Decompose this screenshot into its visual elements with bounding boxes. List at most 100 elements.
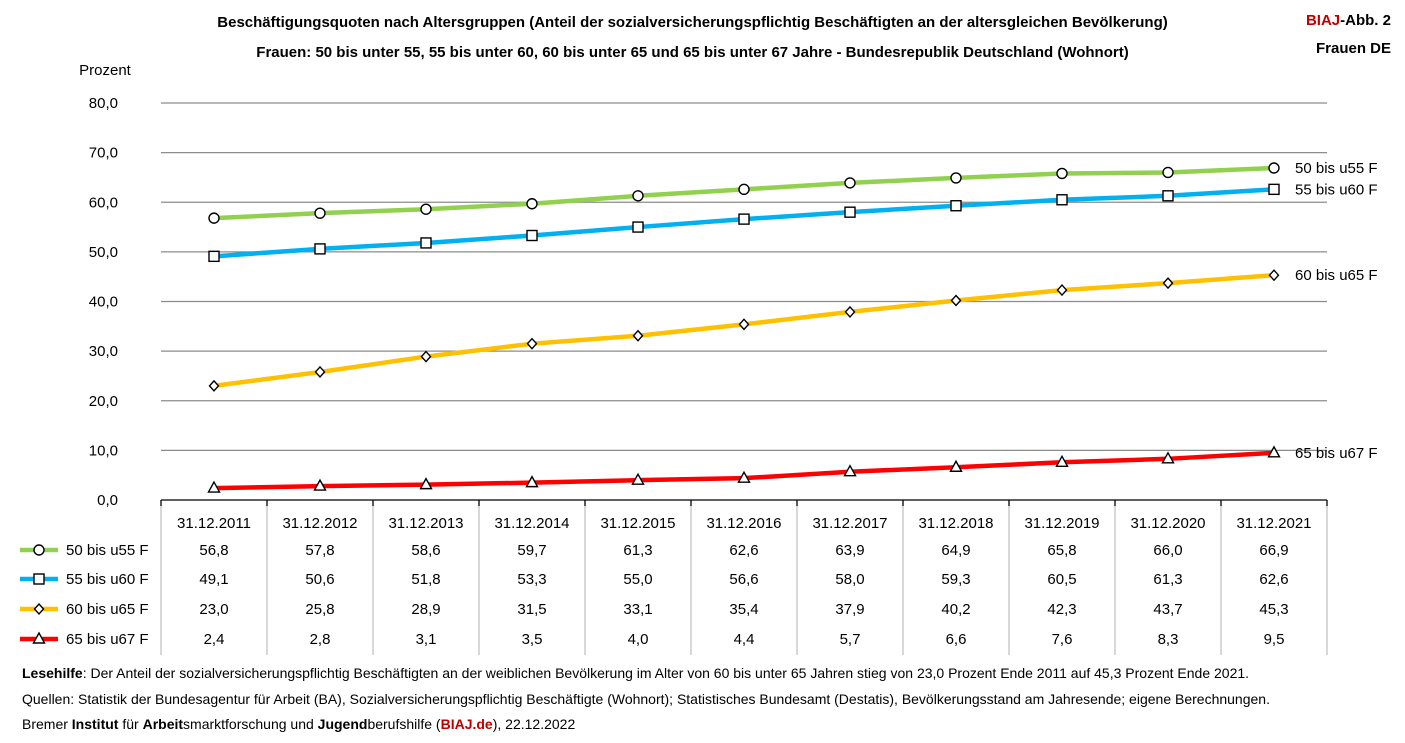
table-value: 37,9 <box>835 601 864 618</box>
data-point <box>208 379 220 392</box>
credit-line: Bremer Institut für Arbeitsmarktforschun… <box>22 716 575 732</box>
data-point <box>420 350 432 363</box>
data-point <box>1162 277 1174 290</box>
chart-title-line2: Frauen: 50 bis unter 55, 55 bis unter 60… <box>256 44 1129 61</box>
data-point <box>1162 166 1174 179</box>
data-point <box>632 221 644 233</box>
chart-title-line1: Beschäftigungsquoten nach Altersgruppen … <box>217 14 1168 31</box>
table-value: 31,5 <box>517 601 546 618</box>
reading-help-label: Lesehilfe <box>22 665 83 681</box>
data-point <box>1161 451 1175 464</box>
data-point <box>950 294 962 307</box>
y-tick-label: 40,0 <box>89 294 118 311</box>
x-category-label: 31.12.2014 <box>494 515 569 532</box>
table-value: 61,3 <box>623 542 652 559</box>
credit-part: smarktforschung und <box>183 716 318 732</box>
table-value: 5,7 <box>840 631 861 648</box>
data-point <box>314 243 326 255</box>
x-category-label: 31.12.2018 <box>918 515 993 532</box>
data-point <box>1162 190 1174 202</box>
data-point <box>314 365 326 379</box>
data-table: 31.12.2011 31.12.2012 31.12.2013 31.12.2014… <box>20 506 1328 655</box>
table-value: 56,6 <box>729 571 758 588</box>
x-category-label: 31.12.2013 <box>388 515 463 532</box>
legend-swatch-marker <box>33 544 45 556</box>
table-value: 2,4 <box>204 631 225 648</box>
figure-number: -Abb. 2 <box>1340 12 1391 29</box>
data-point <box>420 203 432 215</box>
table-value: 66,0 <box>1153 542 1182 559</box>
data-point <box>314 207 326 219</box>
credit-part: Bremer <box>22 716 72 732</box>
table-value: 51,8 <box>411 571 440 588</box>
table-value: 9,5 <box>1264 631 1285 648</box>
reading-help-text: : Der Anteil der sozialversicherungspfli… <box>82 665 1250 681</box>
y-tick-label: 10,0 <box>89 442 118 459</box>
legend-label: 65 bis u67 F <box>66 631 149 648</box>
table-value: 63,9 <box>835 542 864 559</box>
series-end-label: 50 bis u55 F <box>1295 160 1378 177</box>
data-point <box>526 337 538 350</box>
x-category-label: 31.12.2019 <box>1024 515 1099 532</box>
table-value: 59,7 <box>517 542 546 559</box>
data-point <box>1268 183 1280 196</box>
legend-swatch-marker <box>32 631 46 644</box>
table-value: 40,2 <box>941 601 970 618</box>
data-point <box>844 305 856 318</box>
data-point <box>632 190 644 202</box>
table-value: 49,1 <box>199 571 228 588</box>
table-value: 56,8 <box>199 542 228 559</box>
x-category-label: 31.12.2012 <box>282 515 357 532</box>
x-category-label: 31.12.2011 <box>177 515 251 532</box>
table-value: 62,6 <box>1259 571 1288 588</box>
table-value: 53,3 <box>517 571 546 588</box>
table-value: 58,0 <box>835 571 864 588</box>
table-value: 25,8 <box>305 601 334 618</box>
sources-note: Quellen: Statistik der Bundesagentur für… <box>22 691 1270 707</box>
credit-bold: Arbeit <box>142 716 184 732</box>
line-chart: Prozent 0,0 10,0 20,0 30,0 40,0 50,0 60,0 70,0 80… <box>20 62 1378 655</box>
figure-badge: BIAJ-Abb. 2 <box>1306 12 1391 29</box>
legend-label: 50 bis u55 F <box>66 542 149 559</box>
table-value: 7,6 <box>1052 631 1073 648</box>
y-tick-label: 80,0 <box>89 95 118 112</box>
data-point <box>1267 445 1281 458</box>
brand-name: BIAJ <box>1305 12 1341 29</box>
table-value: 61,3 <box>1153 571 1182 588</box>
legend-swatch-marker <box>33 573 45 585</box>
data-point <box>208 250 220 263</box>
data-point <box>1055 454 1069 467</box>
table-value: 45,3 <box>1259 601 1288 618</box>
series-end-label: 65 bis u67 F <box>1295 445 1378 462</box>
axis-labels: Prozent 0,0 10,0 20,0 30,0 40,0 50,0 60,0 70,0 80… <box>79 62 1377 509</box>
table-value: 42,3 <box>1047 601 1076 618</box>
gridlines <box>161 102 1327 452</box>
credit-part: für <box>118 716 143 732</box>
data-point <box>526 198 538 210</box>
legend-label: 55 bis u60 F <box>66 571 149 588</box>
table-value: 59,3 <box>941 571 970 588</box>
table-value: 8,3 <box>1158 631 1179 648</box>
table-value: 64,9 <box>941 542 970 559</box>
data-point <box>950 200 962 212</box>
credit-part: berufshilfe ( <box>367 716 441 732</box>
data-point <box>1056 167 1068 180</box>
data-point <box>631 472 645 485</box>
credit-bold: Institut <box>71 716 119 732</box>
table-value: 4,0 <box>628 631 649 648</box>
table-value: 35,4 <box>729 601 758 618</box>
data-point <box>420 237 432 249</box>
y-tick-label: 20,0 <box>89 393 118 410</box>
data-point <box>844 206 856 218</box>
data-point <box>1268 269 1280 282</box>
table-value: 23,0 <box>199 601 228 618</box>
data-point <box>1056 284 1068 297</box>
legend-label: 60 bis u65 F <box>66 601 149 618</box>
y-tick-label: 0,0 <box>97 492 118 509</box>
website-link[interactable]: BIAJ.de <box>440 716 493 732</box>
data-point <box>949 459 963 472</box>
y-tick-label: 50,0 <box>89 244 118 261</box>
table-value: 2,8 <box>310 631 331 648</box>
table-value: 62,6 <box>729 542 758 559</box>
data-point <box>1056 194 1068 206</box>
